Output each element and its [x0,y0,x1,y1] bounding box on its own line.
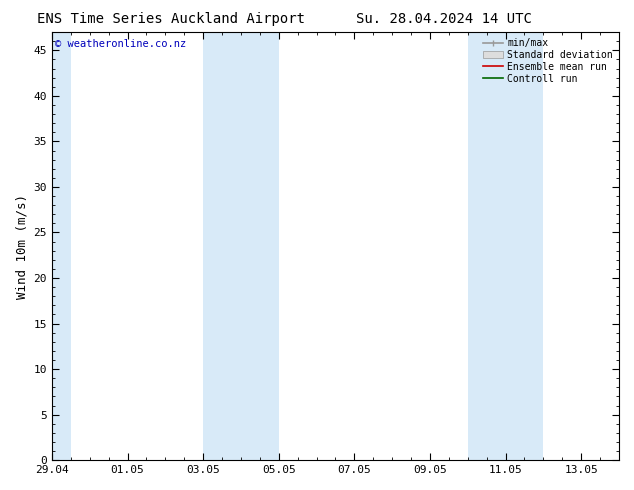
Text: © weatheronline.co.nz: © weatheronline.co.nz [55,39,186,49]
Bar [203,32,241,460]
Bar [505,32,543,460]
Bar [48,32,71,460]
Bar [241,32,279,460]
Y-axis label: Wind 10m (m/s): Wind 10m (m/s) [15,194,28,298]
Legend: min/max, Standard deviation, Ensemble mean run, Controll run: min/max, Standard deviation, Ensemble me… [479,34,617,88]
Text: Su. 28.04.2024 14 UTC: Su. 28.04.2024 14 UTC [356,12,532,26]
Text: ENS Time Series Auckland Airport: ENS Time Series Auckland Airport [37,12,305,26]
Bar [468,32,505,460]
